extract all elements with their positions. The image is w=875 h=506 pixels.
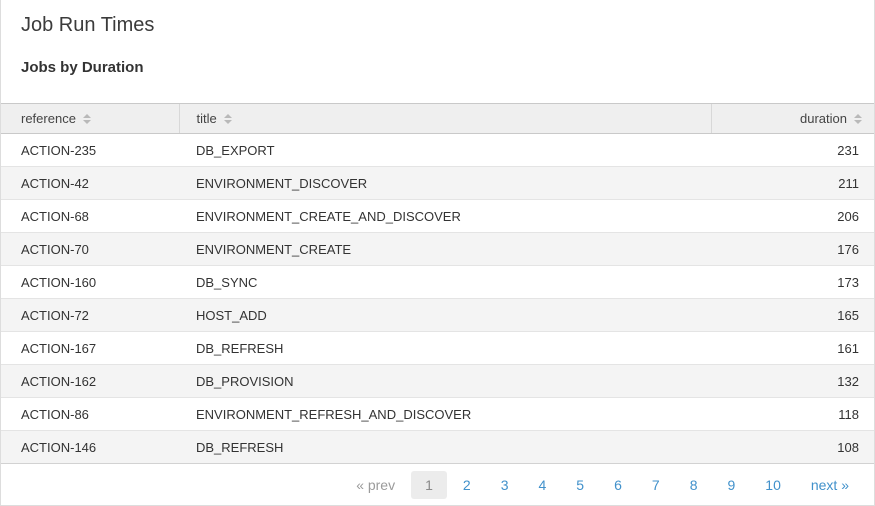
pagination-prev-button[interactable]: « prev xyxy=(356,477,396,493)
pagination-page-10[interactable]: 10 xyxy=(765,477,781,493)
column-header-reference[interactable]: reference xyxy=(1,103,179,134)
cell-title: DB_PROVISION xyxy=(196,373,294,389)
cell-reference: ACTION-162 xyxy=(21,373,97,389)
cell-title: DB_REFRESH xyxy=(196,439,284,455)
column-header-label: reference xyxy=(21,111,76,126)
column-header-label: duration xyxy=(800,111,847,126)
cell-reference: ACTION-160 xyxy=(21,274,97,290)
cell-reference: ACTION-68 xyxy=(21,208,89,224)
cell-reference: ACTION-167 xyxy=(21,340,97,356)
panel-header: Job Run Times Jobs by Duration xyxy=(1,0,874,78)
cell-reference: ACTION-70 xyxy=(21,241,89,257)
cell-duration: 206 xyxy=(837,208,859,224)
table-row: ACTION-86 ENVIRONMENT_REFRESH_AND_DISCOV… xyxy=(1,397,874,431)
cell-reference: ACTION-235 xyxy=(21,142,97,158)
cell-reference: ACTION-86 xyxy=(21,406,89,422)
table-row: ACTION-70 ENVIRONMENT_CREATE 176 xyxy=(1,232,874,266)
sort-updown-icon xyxy=(82,113,91,124)
pagination-page-9[interactable]: 9 xyxy=(727,477,736,493)
cell-reference: ACTION-146 xyxy=(21,439,97,455)
cell-title: ENVIRONMENT_DISCOVER xyxy=(196,175,368,191)
pagination-page-6[interactable]: 6 xyxy=(614,477,622,493)
cell-title: ENVIRONMENT_CREATE xyxy=(196,241,352,257)
pagination-page-2[interactable]: 2 xyxy=(462,477,471,493)
cell-title: ENVIRONMENT_CREATE_AND_DISCOVER xyxy=(196,208,461,224)
page-title: Job Run Times xyxy=(21,14,155,36)
pagination-page-7[interactable]: 7 xyxy=(651,477,660,493)
pagination-next-button[interactable]: next » xyxy=(810,477,849,493)
cell-title: ENVIRONMENT_REFRESH_AND_DISCOVER xyxy=(196,406,472,422)
cell-duration: 176 xyxy=(837,241,859,257)
column-header-title[interactable]: title xyxy=(178,103,711,134)
sort-updown-icon xyxy=(223,113,232,124)
cell-duration: 231 xyxy=(837,142,859,158)
pagination-page-8[interactable]: 8 xyxy=(689,477,698,493)
table-row: ACTION-72 HOST_ADD 165 xyxy=(1,298,874,332)
cell-title: DB_SYNC xyxy=(196,274,258,290)
pagination-page-5[interactable]: 5 xyxy=(576,477,585,493)
table-header-row: reference title duration xyxy=(1,103,874,134)
cell-duration: 173 xyxy=(837,274,859,290)
section-title: Jobs by Duration xyxy=(21,59,144,76)
cell-title: HOST_ADD xyxy=(196,307,267,323)
cell-duration: 132 xyxy=(837,373,859,389)
jobs-table: reference title duration xyxy=(1,103,874,464)
table-row: ACTION-160 DB_SYNC 173 xyxy=(1,265,874,299)
cell-title: DB_REFRESH xyxy=(196,340,284,356)
sort-updown-icon xyxy=(854,113,862,124)
pagination-page-1-current[interactable]: 1 xyxy=(411,471,447,499)
cell-duration: 211 xyxy=(838,175,859,191)
table-row: ACTION-68 ENVIRONMENT_CREATE_AND_DISCOVE… xyxy=(1,199,874,233)
table-row: ACTION-42 ENVIRONMENT_DISCOVER 211 xyxy=(1,166,874,200)
column-header-label: title xyxy=(196,111,217,126)
cell-duration: 161 xyxy=(837,340,859,356)
cell-duration: 108 xyxy=(837,439,859,455)
column-header-duration[interactable]: duration xyxy=(710,103,874,134)
pagination-page-4[interactable]: 4 xyxy=(538,477,547,493)
cell-duration: 165 xyxy=(837,307,859,323)
cell-reference: ACTION-42 xyxy=(21,175,89,191)
pagination-page-3[interactable]: 3 xyxy=(500,477,509,493)
table-row: ACTION-162 DB_PROVISION 132 xyxy=(1,364,874,398)
cell-duration: 118 xyxy=(838,406,859,422)
cell-reference: ACTION-72 xyxy=(21,307,89,323)
table-row: ACTION-146 DB_REFRESH 108 xyxy=(1,430,874,464)
cell-title: DB_EXPORT xyxy=(196,142,275,158)
pagination: « prev 1 2 3 4 5 6 7 8 9 10 next » xyxy=(1,464,874,499)
table-row: ACTION-235 DB_EXPORT 231 xyxy=(1,133,874,167)
table-row: ACTION-167 DB_REFRESH 161 xyxy=(1,331,874,365)
